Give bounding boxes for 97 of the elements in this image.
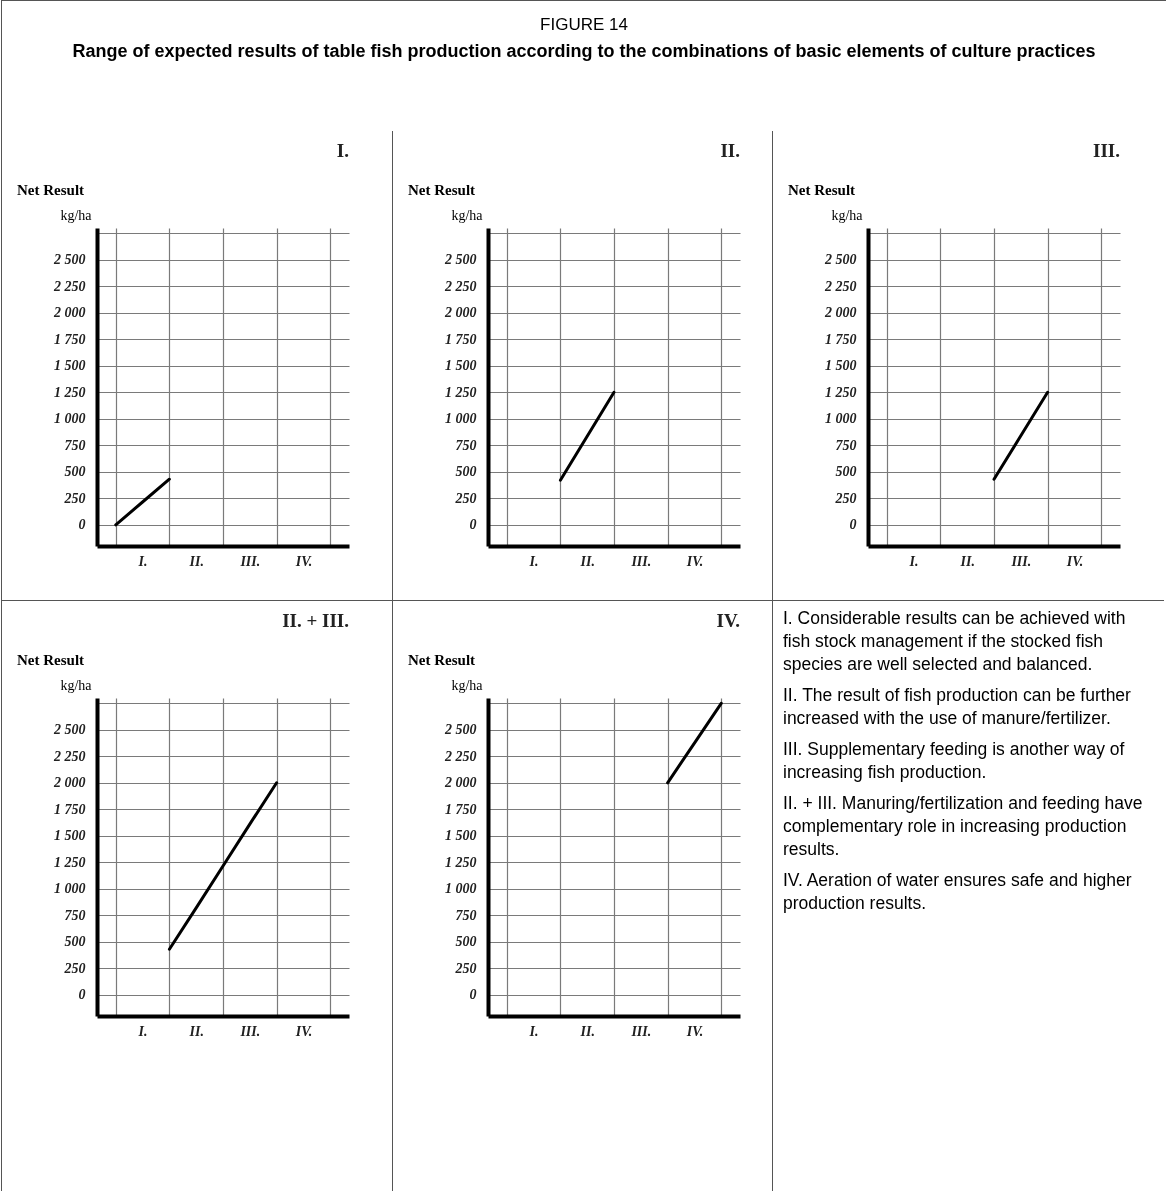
y-tick-label: 2 250 <box>53 278 86 294</box>
y-tick-label: 2 000 <box>444 775 477 791</box>
chart-subtitle: Net Result <box>408 652 476 668</box>
y-tick-label: 1 000 <box>445 411 477 427</box>
y-tick-label: 1 500 <box>445 828 477 844</box>
x-tick-label: III. <box>1010 553 1032 569</box>
y-tick-label: 250 <box>63 490 86 506</box>
y-tick-label: 0 <box>469 517 477 533</box>
y-tick-label: 1 000 <box>54 881 86 897</box>
y-tick-label: 2 250 <box>824 278 857 294</box>
y-tick-label: 2 250 <box>444 278 477 294</box>
y-tick-label: 0 <box>78 987 86 1003</box>
text: FIGURE 14 <box>539 15 629 35</box>
y-axis-title: kg/ha <box>451 207 484 223</box>
y-tick-label: 1 000 <box>54 411 86 427</box>
y-axis-title: kg/ha <box>60 677 93 693</box>
y-tick-label: 2 500 <box>53 722 86 738</box>
y-tick-label: 1 750 <box>54 331 86 347</box>
x-tick-label: II. <box>959 553 975 569</box>
y-tick-label: 1 500 <box>825 358 857 374</box>
x-tick-label: IV. <box>685 553 704 569</box>
x-tick-label: IV. <box>1065 553 1084 569</box>
text: III. Supplementary feeding is another way of increasing fish production. <box>783 738 1126 784</box>
y-tick-label: 2 500 <box>444 252 477 268</box>
x-tick-label: I. <box>137 553 148 569</box>
y-tick-label: 2 500 <box>53 252 86 268</box>
y-tick-label: 1 250 <box>825 384 857 400</box>
y-tick-label: 2 250 <box>53 748 86 764</box>
y-tick-label: 2 500 <box>444 722 477 738</box>
text: I. Considerable results can be achieved with fish stock management if the stocked fish species are well selected and balanced. <box>783 607 1127 676</box>
y-tick-label: 0 <box>469 987 477 1003</box>
chart-title: III. <box>1093 140 1120 161</box>
x-tick-label: III. <box>239 553 261 569</box>
y-tick-label: 750 <box>835 437 857 453</box>
y-tick-label: 750 <box>64 437 86 453</box>
chart-title: IV. <box>716 610 740 631</box>
y-tick-label: 500 <box>455 934 477 950</box>
y-tick-label: 1 500 <box>54 828 86 844</box>
y-tick-label: 0 <box>849 517 857 533</box>
y-tick-label: 500 <box>835 464 857 480</box>
y-tick-label: 1 750 <box>445 801 477 817</box>
y-tick-label: 1 500 <box>54 358 86 374</box>
y-axis-title: kg/ha <box>60 207 93 223</box>
y-tick-label: 2 000 <box>53 305 86 321</box>
chart-title: II. <box>720 140 740 161</box>
y-axis-title: kg/ha <box>451 677 484 693</box>
x-tick-label: II. <box>579 1023 595 1039</box>
x-tick-label: IV. <box>294 1023 313 1039</box>
chart-subtitle: Net Result <box>408 182 476 198</box>
x-tick-label: II. <box>579 553 595 569</box>
y-tick-label: 2 000 <box>53 775 86 791</box>
x-tick-label: III. <box>630 1023 652 1039</box>
text: Range of expected results of table fish production according to the combinations of basic elements of culture practices <box>71 40 1097 63</box>
chart-subtitle: Net Result <box>17 652 85 668</box>
x-tick-label: III. <box>630 553 652 569</box>
x-tick-label: II. <box>188 553 204 569</box>
y-tick-label: 1 750 <box>54 801 86 817</box>
y-tick-label: 2 000 <box>824 305 857 321</box>
y-tick-label: 1 250 <box>445 384 477 400</box>
y-tick-label: 500 <box>64 934 86 950</box>
y-tick-label: 1 000 <box>445 881 477 897</box>
y-axis-title: kg/ha <box>831 207 864 223</box>
x-tick-label: IV. <box>294 553 313 569</box>
y-tick-label: 250 <box>834 490 857 506</box>
y-tick-label: 1 250 <box>445 854 477 870</box>
x-tick-label: IV. <box>685 1023 704 1039</box>
chart-subtitle: Net Result <box>17 182 85 198</box>
x-tick-label: III. <box>239 1023 261 1039</box>
text: II. The result of fish production can be further increased with the use of manure/fertilizer. <box>783 684 1132 730</box>
y-tick-label: 250 <box>454 490 477 506</box>
chart-title: I. <box>336 140 349 161</box>
y-tick-label: 250 <box>454 960 477 976</box>
x-tick-label: I. <box>908 553 919 569</box>
y-tick-label: 1 750 <box>445 331 477 347</box>
y-tick-label: 0 <box>78 517 86 533</box>
y-tick-label: 1 500 <box>445 358 477 374</box>
text: IV. Aeration of water ensures safe and higher production results. <box>783 869 1133 915</box>
x-tick-label: I. <box>528 553 539 569</box>
x-tick-label: II. <box>188 1023 204 1039</box>
y-tick-label: 1 000 <box>825 411 857 427</box>
y-tick-label: 500 <box>64 464 86 480</box>
y-tick-label: 2 250 <box>444 748 477 764</box>
y-tick-label: 250 <box>63 960 86 976</box>
y-tick-label: 750 <box>455 437 477 453</box>
text: II. + III. Manuring/fertilization and feeding have complementary role in increasing production results. <box>783 792 1144 861</box>
y-tick-label: 2 000 <box>444 305 477 321</box>
y-tick-label: 1 250 <box>54 384 86 400</box>
y-tick-label: 1 750 <box>825 331 857 347</box>
y-tick-label: 750 <box>64 907 86 923</box>
y-tick-label: 500 <box>455 464 477 480</box>
x-tick-label: I. <box>528 1023 539 1039</box>
y-tick-label: 750 <box>455 907 477 923</box>
x-tick-label: I. <box>137 1023 148 1039</box>
y-tick-label: 1 250 <box>54 854 86 870</box>
chart-subtitle: Net Result <box>788 182 856 198</box>
y-tick-label: 2 500 <box>824 252 857 268</box>
chart-title: II. + III. <box>282 610 349 631</box>
